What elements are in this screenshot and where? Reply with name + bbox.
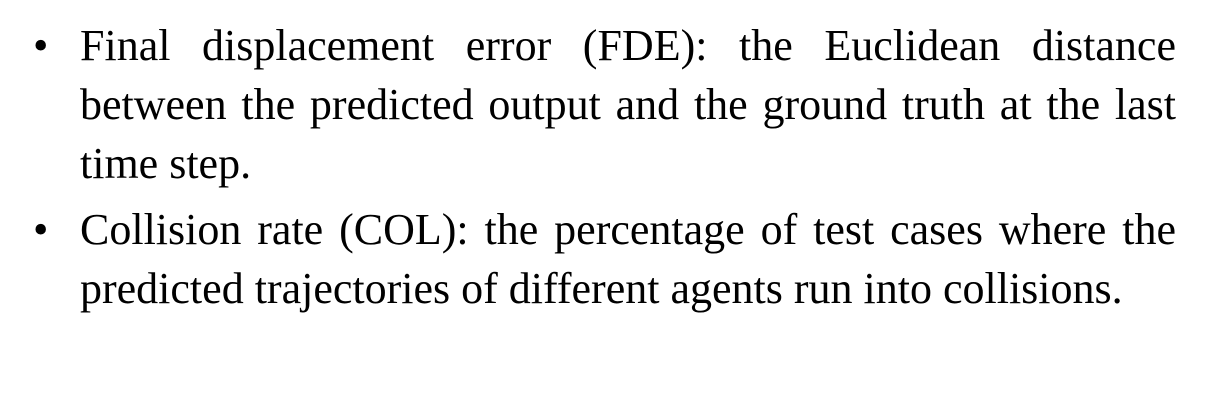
- bullet-icon: •: [33, 205, 49, 254]
- bullet-icon: •: [33, 21, 49, 70]
- fde-definition-text: Final displacement error (FDE): the Eucl…: [80, 21, 1176, 188]
- list-item-fde: • Final displacement error (FDE): the Eu…: [0, 16, 1212, 193]
- col-definition-text: Collision rate (COL): the percentage of …: [80, 205, 1176, 313]
- list-item-col: • Collision rate (COL): the percentage o…: [0, 200, 1212, 318]
- metrics-bullet-list: • Final displacement error (FDE): the Eu…: [0, 16, 1212, 325]
